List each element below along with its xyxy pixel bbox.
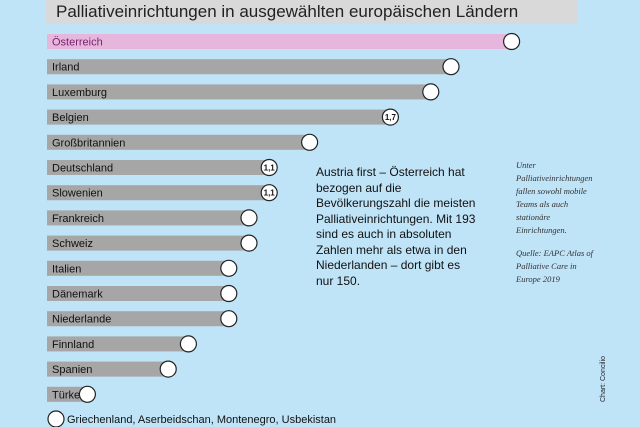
bar-label: Dänemark bbox=[52, 289, 103, 301]
value-marker bbox=[78, 385, 97, 403]
value-marker bbox=[179, 335, 197, 353]
bar bbox=[47, 84, 431, 100]
bar bbox=[47, 210, 249, 226]
value-marker bbox=[220, 259, 238, 277]
bar-label: Italien bbox=[52, 263, 81, 275]
bar bbox=[47, 59, 451, 75]
bar-label: Spanien bbox=[52, 364, 92, 376]
bar bbox=[47, 160, 270, 175]
value-marker bbox=[381, 108, 399, 126]
value-marker bbox=[240, 234, 258, 252]
value-marker bbox=[240, 209, 258, 227]
other-marker bbox=[47, 410, 65, 427]
bar bbox=[47, 286, 229, 301]
bar-label: Türkei bbox=[52, 389, 83, 401]
chart-title: Palliativeinrichtungen in ausgewählten e… bbox=[56, 2, 519, 21]
bar-label: Irland bbox=[52, 62, 80, 74]
bar-label: Schweiz bbox=[52, 238, 93, 250]
bar bbox=[47, 260, 229, 276]
bar-label: Österreich bbox=[52, 37, 103, 49]
bar bbox=[47, 109, 391, 125]
bar bbox=[47, 34, 512, 49]
bar bbox=[47, 361, 169, 377]
value-marker bbox=[301, 133, 319, 151]
annotation-text: Austria first – Österreich hat bezogen a… bbox=[316, 165, 476, 288]
bar-label: Niederlande bbox=[52, 314, 111, 326]
bar-label: Slowenien bbox=[52, 188, 103, 200]
side-note: Unter Palliativeinrichtungen fallen sowo… bbox=[516, 159, 594, 296]
bar bbox=[47, 311, 229, 327]
bar-label: Luxemburg bbox=[52, 87, 107, 99]
bar-label: Großbritannien bbox=[52, 137, 125, 149]
value-marker bbox=[260, 184, 278, 202]
bar-label: Deutschland bbox=[52, 163, 113, 175]
side-note-text: Unter Palliativeinrichtungen fallen sowo… bbox=[516, 160, 593, 235]
bar-label: Belgien bbox=[52, 112, 89, 124]
value-marker bbox=[503, 32, 521, 51]
other-countries-label: Griechenland, Aserbeidschan, Montenegro,… bbox=[67, 414, 336, 426]
bar-label: Finnland bbox=[52, 339, 94, 351]
value-marker bbox=[220, 284, 238, 303]
bar bbox=[47, 134, 310, 150]
value-marker bbox=[220, 310, 238, 328]
bar-label: Frankreich bbox=[52, 213, 104, 225]
bar bbox=[47, 185, 270, 201]
value-marker-label: 1,1 bbox=[264, 164, 276, 173]
chart-title-bar: Palliativeinrichtungen in ausgewählten e… bbox=[46, 0, 578, 24]
value-marker bbox=[159, 360, 177, 378]
chart-credit: Chart: Concilio bbox=[600, 356, 607, 402]
value-marker bbox=[442, 58, 460, 76]
bar bbox=[47, 336, 189, 352]
bar bbox=[47, 235, 249, 251]
value-marker bbox=[260, 158, 278, 177]
value-marker-label: 1,1 bbox=[264, 189, 276, 198]
side-note-source: Quelle: EAPC Atlas of Palliative Care in… bbox=[516, 248, 594, 284]
bar bbox=[47, 386, 88, 402]
value-marker bbox=[422, 83, 440, 101]
value-marker-label: 1,7 bbox=[385, 113, 397, 122]
